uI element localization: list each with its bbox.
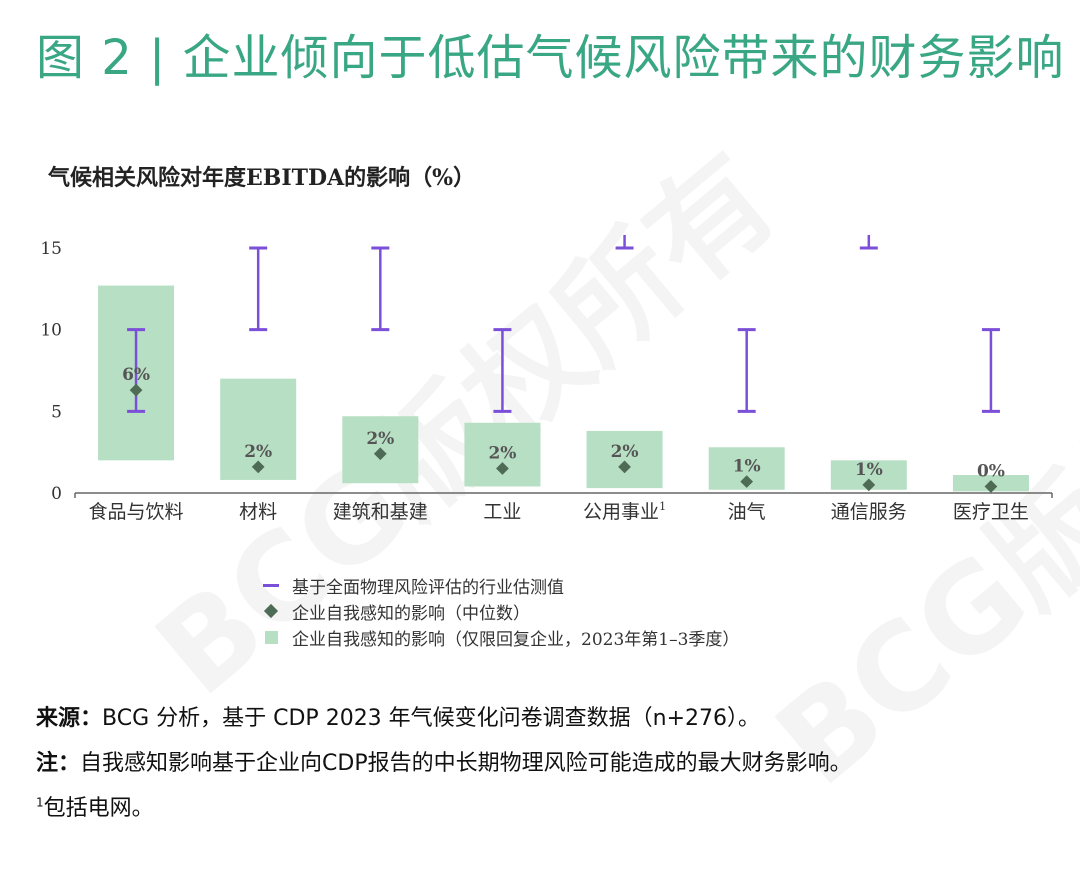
legend-line-swatch <box>262 583 280 587</box>
footnote-text: 包括电网。 <box>43 796 154 821</box>
median-marker <box>373 447 387 461</box>
footnote-mark: 1 <box>36 795 44 810</box>
median-marker <box>251 460 265 474</box>
median-label: 0% <box>977 461 1005 481</box>
legend-item-box: 企业自我感知的影响（仅限回复企业，2023年第1–3季度） <box>262 624 739 650</box>
median-marker <box>496 462 509 475</box>
source-note: 来源：BCG 分析，基于 CDP 2023 年气候变化问卷调查数据（n+276）… <box>36 706 761 731</box>
legend-label: 企业自我感知的影响（中位数） <box>292 603 530 624</box>
y-tick-label: 5 <box>51 402 62 422</box>
page-title: 图 2 | 企业倾向于低估气候风险带来的财务影响 <box>36 30 1065 86</box>
legend-box-swatch <box>262 630 280 644</box>
legend-item-range: 基于全面物理风险评估的行业估测值 <box>262 572 739 598</box>
legend-diamond-swatch <box>262 603 280 619</box>
category-label: 油气 <box>728 501 766 523</box>
footnote: 1包括电网。 <box>36 790 1066 822</box>
notes: 来源：BCG 分析，基于 CDP 2023 年气候变化问卷调查数据（n+276）… <box>36 700 1066 835</box>
category-label: 材料 <box>239 501 277 523</box>
category-label: 通信服务 <box>831 501 907 523</box>
legend-label: 基于全面物理风险评估的行业估测值 <box>292 577 564 598</box>
y-tick-label: 15 <box>40 239 62 259</box>
y-tick-label: 10 <box>40 321 62 341</box>
note-text: 注：自我感知影响基于企业向CDP报告的中长期物理风险可能造成的最大财务影响。 <box>36 751 852 776</box>
legend-item-median: 企业自我感知的影响（中位数） <box>262 598 739 624</box>
median-label: 1% <box>733 457 761 477</box>
bar <box>464 422 541 487</box>
category-label: 建筑和基建 <box>333 501 428 523</box>
median-label: 1% <box>855 460 883 480</box>
chart: 0 5 10 15 6% 2% 2% 2% 2% 1% 1% 0% 食品与饮料 材料 建筑和基建 工业 公用事业… <box>40 234 1053 523</box>
note-body: 自我感知影响基于企业向CDP报告的中长期物理风险可能造成的最大财务影响。 <box>80 751 852 776</box>
median-label: 6% <box>122 365 150 385</box>
median-marker <box>129 383 143 397</box>
median-label: 2% <box>366 429 394 449</box>
chart-title: 气候相关风险对年度EBITDA的影响（%） <box>48 165 476 191</box>
median-label: 2% <box>244 442 272 462</box>
median-label: 2% <box>488 444 516 464</box>
category-label: 工业 <box>483 501 521 523</box>
legend-label: 企业自我感知的影响（仅限回复企业，2023年第1–3季度） <box>292 629 740 650</box>
note-label: 注 <box>36 751 59 776</box>
y-tick-label: 0 <box>51 484 62 504</box>
source-text: BCG 分析，基于 CDP 2023 年气候变化问卷调查数据（n+276）。 <box>102 706 761 731</box>
category-label: 食品与饮料 <box>89 501 184 523</box>
category-label: 医疗卫生 <box>953 501 1029 523</box>
bar <box>586 430 663 489</box>
category-label: 公用事业1 <box>583 500 666 523</box>
source-label: 来源 <box>36 706 81 731</box>
median-label: 2% <box>611 442 639 462</box>
legend: 基于全面物理风险评估的行业估测值 企业自我感知的影响（中位数） 企业自我感知的影… <box>262 572 739 650</box>
